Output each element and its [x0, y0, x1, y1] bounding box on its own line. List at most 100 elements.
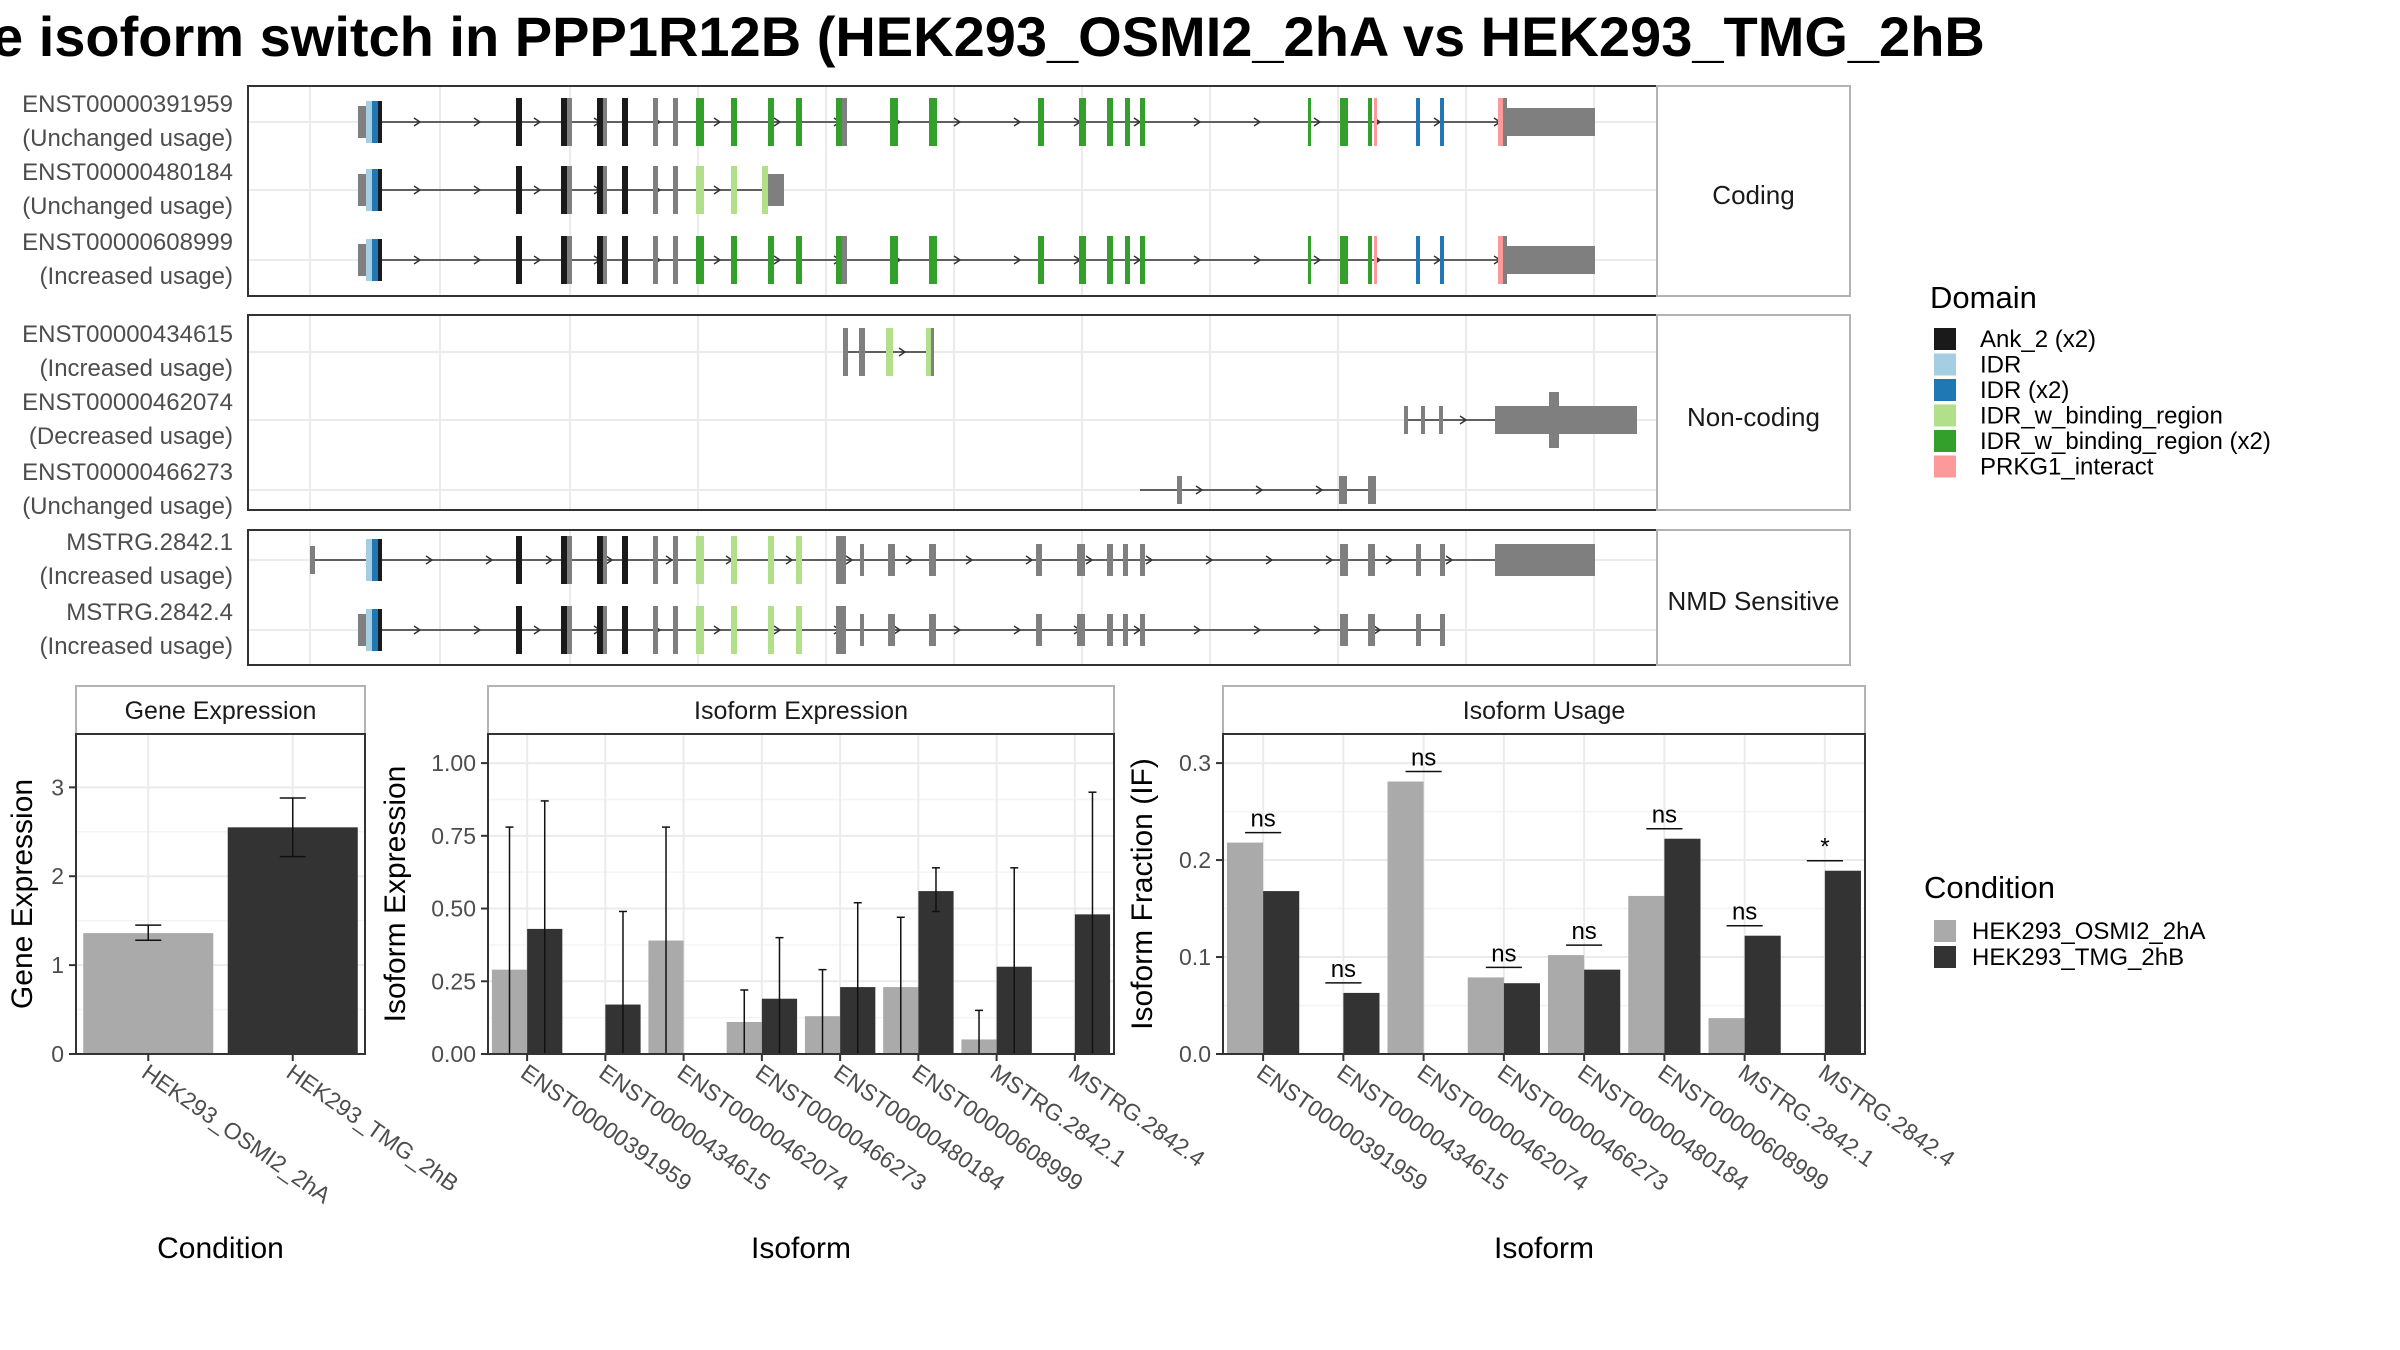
- transcript-model: [1404, 392, 1637, 448]
- significance-label: ns: [1411, 745, 1436, 772]
- direction-arrow: [893, 625, 902, 635]
- direction-arrow: [773, 117, 782, 127]
- exon-block: [603, 98, 607, 146]
- exon-block: [768, 236, 774, 284]
- direction-arrow: [413, 117, 422, 127]
- direction-arrow: [953, 625, 962, 635]
- exon-block: [1177, 476, 1182, 504]
- transcript-model: [358, 606, 1445, 654]
- exon-block: [1440, 544, 1445, 576]
- exon-block: [561, 236, 567, 284]
- direction-arrow: [1315, 485, 1324, 495]
- exon-block: [561, 536, 567, 584]
- exon-block: [1140, 236, 1145, 284]
- plot-border: [487, 733, 1115, 1055]
- exon-block: [888, 544, 895, 576]
- bar: [1584, 969, 1621, 1054]
- transcript-id-label: MSTRG.2842.1: [66, 529, 233, 556]
- bar: [1343, 992, 1380, 1054]
- exon-block: [1368, 544, 1375, 576]
- transcript-id-label: ENST00000608999: [22, 229, 233, 256]
- direction-arrow: [1459, 415, 1468, 425]
- exon-block: [1079, 98, 1086, 146]
- chart-title: Gene Expression: [125, 697, 317, 725]
- exon-block: [567, 236, 572, 284]
- exon-block: [842, 236, 847, 284]
- exon-block: [378, 169, 382, 211]
- exon-block: [1507, 246, 1595, 274]
- exon-block: [1340, 98, 1348, 146]
- exon-block: [762, 166, 768, 214]
- direction-arrow: [1193, 625, 1202, 635]
- exon-block: [1079, 236, 1086, 284]
- bar: [1664, 838, 1701, 1054]
- exon-block: [696, 98, 704, 146]
- direction-arrow: [1373, 625, 1382, 635]
- exon-block: [1440, 98, 1444, 146]
- y-tick-label: 0.50: [431, 896, 476, 922]
- exon-block: [622, 166, 628, 214]
- exon-block: [929, 236, 937, 284]
- exon-block: [926, 328, 931, 376]
- exon-block: [1123, 544, 1128, 576]
- direction-arrow: [1193, 117, 1202, 127]
- transcript-usage-label: (Unchanged usage): [22, 493, 233, 520]
- y-tick-label: 1.00: [431, 750, 476, 776]
- exon-block: [366, 169, 372, 211]
- legend-swatch: [1934, 404, 1956, 427]
- structure-panel-bg: [248, 530, 1657, 665]
- legend-label: IDR (x2): [1980, 377, 2069, 404]
- direction-arrow: [413, 255, 422, 265]
- bar: [1628, 895, 1665, 1054]
- transcript-id-label: ENST00000434615: [22, 321, 233, 348]
- y-tick-label: 0.00: [431, 1041, 476, 1067]
- exon-block: [358, 244, 368, 276]
- exon-block: [1507, 108, 1595, 136]
- transcript-usage-label: (Increased usage): [40, 355, 233, 382]
- bar: [83, 933, 214, 1054]
- exon-block: [731, 236, 737, 284]
- significance-label: ns: [1250, 806, 1275, 833]
- direction-arrow: [898, 347, 907, 357]
- exon-block: [1421, 406, 1425, 434]
- exon-block: [366, 101, 372, 143]
- direction-arrow: [1313, 117, 1322, 127]
- exon-block: [929, 614, 936, 646]
- exon-block: [1107, 544, 1113, 576]
- legend-label: HEK293_OSMI2_2hA: [1972, 918, 2205, 945]
- facet-strip: [1656, 529, 1851, 666]
- exon-block: [567, 536, 572, 584]
- exon-block: [1368, 98, 1372, 146]
- exon-block: [603, 166, 607, 214]
- exon-block: [1416, 236, 1420, 284]
- exon-block: [768, 174, 784, 206]
- direction-arrow: [1253, 255, 1262, 265]
- exon-block: [622, 98, 628, 146]
- direction-arrow: [1445, 555, 1454, 565]
- chart-title: Isoform Usage: [1463, 697, 1626, 725]
- y-tick-label: 3: [51, 774, 64, 800]
- direction-arrow: [1325, 555, 1334, 565]
- exon-block: [366, 239, 372, 281]
- exon-block: [859, 328, 865, 376]
- y-tick-label: 0.2: [1179, 847, 1211, 873]
- exon-block: [768, 606, 774, 654]
- transcript-model: [310, 536, 1595, 584]
- direction-arrow: [1013, 625, 1022, 635]
- exon-block: [929, 544, 936, 576]
- exon-block: [561, 166, 567, 214]
- legend-label: Ank_2 (x2): [1980, 326, 2096, 353]
- y-tick-label: 2: [51, 863, 64, 889]
- exon-block: [378, 239, 382, 281]
- exon-block: [768, 98, 774, 146]
- bar: [1503, 983, 1540, 1054]
- direction-arrow: [773, 625, 782, 635]
- bar: [227, 827, 358, 1054]
- exon-block: [1440, 614, 1445, 646]
- legend-label: IDR_w_binding_region (x2): [1980, 428, 2271, 455]
- structure-group-1: Non-coding ENST00000434615 (Increased usag…: [22, 314, 1851, 520]
- exon-block: [653, 236, 658, 284]
- bar: [1708, 1018, 1745, 1054]
- exon-block: [836, 236, 845, 284]
